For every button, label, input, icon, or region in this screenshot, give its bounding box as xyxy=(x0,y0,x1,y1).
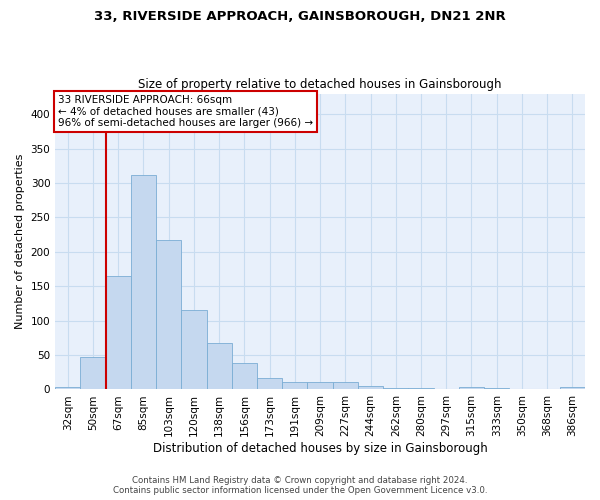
Bar xyxy=(55,386,80,390)
Bar xyxy=(131,175,156,390)
Bar xyxy=(181,310,206,390)
Bar xyxy=(282,382,307,390)
Bar xyxy=(459,386,484,390)
Bar xyxy=(560,388,585,390)
Bar xyxy=(80,357,106,390)
Bar xyxy=(106,276,131,390)
Bar xyxy=(156,240,181,390)
Bar xyxy=(332,382,358,390)
Text: 33, RIVERSIDE APPROACH, GAINSBOROUGH, DN21 2NR: 33, RIVERSIDE APPROACH, GAINSBOROUGH, DN… xyxy=(94,10,506,23)
Bar xyxy=(307,382,332,390)
Title: Size of property relative to detached houses in Gainsborough: Size of property relative to detached ho… xyxy=(139,78,502,91)
Bar xyxy=(358,386,383,390)
Bar xyxy=(232,362,257,390)
Text: Contains HM Land Registry data © Crown copyright and database right 2024.
Contai: Contains HM Land Registry data © Crown c… xyxy=(113,476,487,495)
Bar xyxy=(484,388,509,390)
Bar xyxy=(383,388,409,390)
Y-axis label: Number of detached properties: Number of detached properties xyxy=(15,154,25,329)
Bar xyxy=(206,342,232,390)
X-axis label: Distribution of detached houses by size in Gainsborough: Distribution of detached houses by size … xyxy=(153,442,487,455)
Text: 33 RIVERSIDE APPROACH: 66sqm
← 4% of detached houses are smaller (43)
96% of sem: 33 RIVERSIDE APPROACH: 66sqm ← 4% of det… xyxy=(58,95,313,128)
Bar xyxy=(409,388,434,390)
Bar xyxy=(257,378,282,390)
